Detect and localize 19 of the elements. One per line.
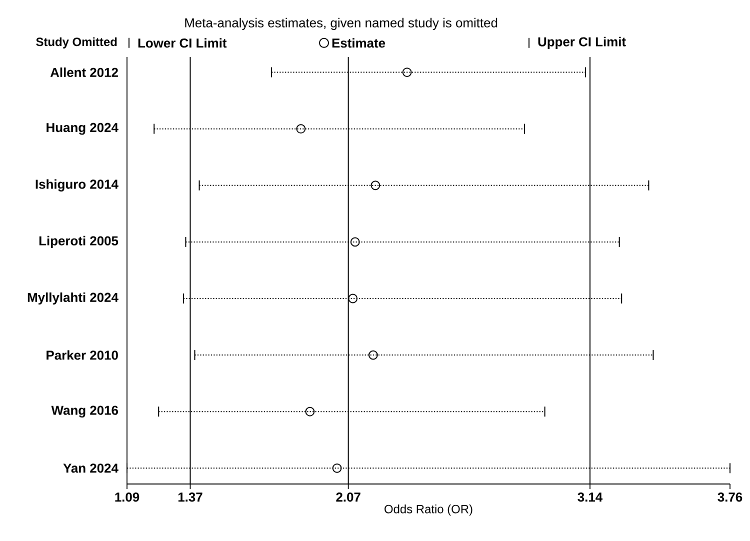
x-tick-label: 1.09: [115, 492, 140, 502]
chart-title: Meta-analysis estimates, given named study is omitted: [185, 18, 498, 30]
y-tick-label: Liperoti 2005: [39, 236, 118, 248]
x-tick-label: 1.37: [178, 492, 202, 502]
y-tick-label: Wang 2016: [51, 406, 118, 418]
y-tick-label: Myllylahti 2024: [28, 292, 118, 305]
y-axis-title: Study Omitted: [36, 37, 117, 48]
text: Upper CI Limit: [538, 36, 626, 49]
y-tick-label: Parker 2010: [46, 350, 118, 360]
legend-label: Estimate: [332, 38, 386, 48]
y-tick-label: Yan 2024: [63, 464, 118, 473]
x-tick-label: 3.14: [578, 492, 603, 502]
text: Lower CI Limit: [138, 38, 227, 48]
y-tick-label: Huang 2024: [46, 122, 118, 135]
y-tick-label: Ishiguro 2014: [36, 179, 118, 192]
y-tick-label: Allent 2012: [50, 68, 118, 78]
x-tick-label: 3.76: [718, 492, 742, 502]
x-tick-label: 2.07: [336, 492, 360, 502]
x-axis-title: Odds Ratio (OR): [384, 504, 472, 516]
